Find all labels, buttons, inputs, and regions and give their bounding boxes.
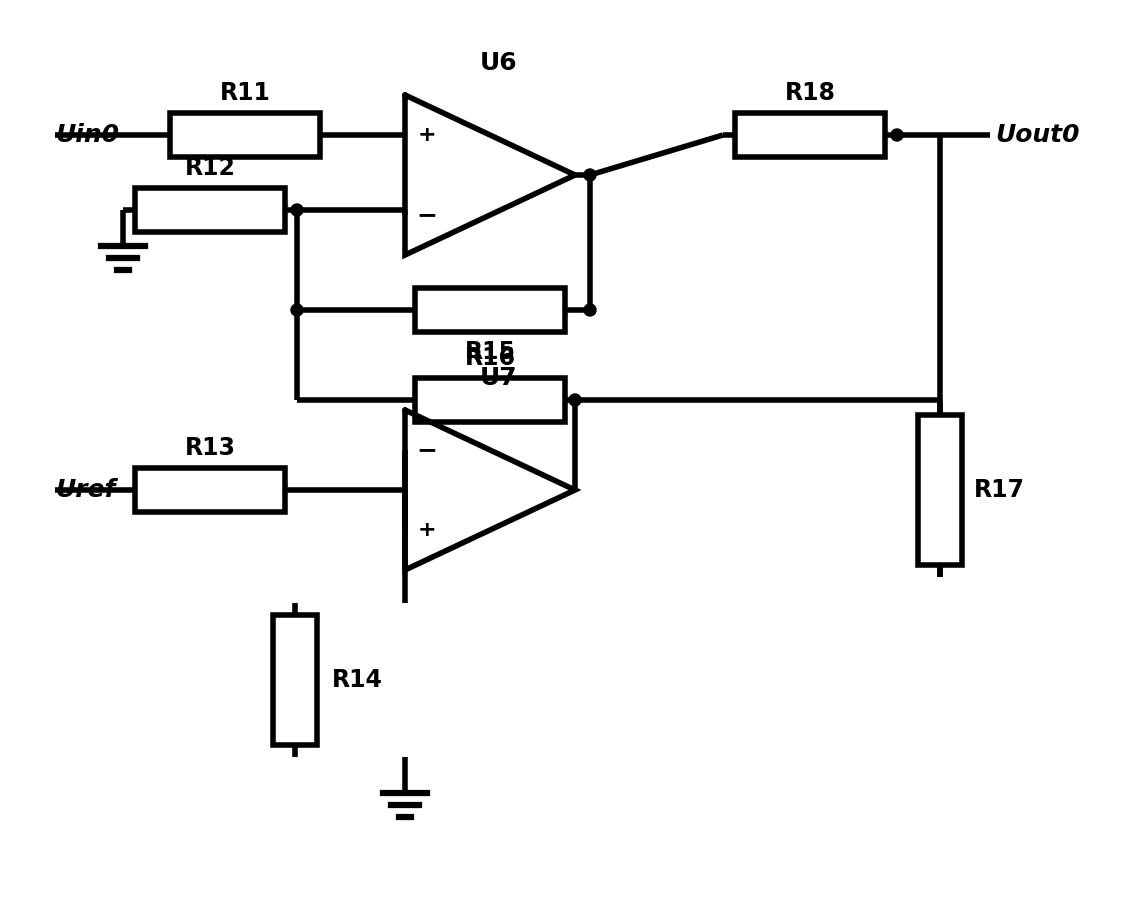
Text: R15: R15: [464, 340, 515, 364]
Bar: [735, 113, 885, 157]
Text: Uout0: Uout0: [995, 123, 1080, 147]
Text: R14: R14: [332, 668, 383, 692]
Text: −: −: [417, 438, 437, 462]
Circle shape: [291, 204, 303, 216]
Text: U6: U6: [480, 51, 517, 75]
Text: R17: R17: [974, 478, 1024, 502]
Bar: [135, 468, 285, 512]
Text: +: +: [418, 520, 436, 540]
Bar: [415, 288, 565, 332]
Bar: [135, 188, 285, 232]
Circle shape: [891, 129, 903, 141]
Text: U7: U7: [480, 366, 517, 390]
Bar: [415, 378, 565, 422]
Circle shape: [584, 304, 596, 316]
Bar: [919, 415, 962, 565]
Text: R13: R13: [185, 436, 236, 460]
Circle shape: [569, 394, 582, 406]
Text: R18: R18: [784, 81, 835, 105]
Text: Uin0: Uin0: [55, 123, 119, 147]
Text: Uref: Uref: [55, 478, 115, 502]
Circle shape: [584, 169, 596, 181]
Text: −: −: [417, 203, 437, 227]
Bar: [170, 113, 320, 157]
Text: +: +: [418, 125, 436, 145]
Text: R11: R11: [220, 81, 270, 105]
Text: R16: R16: [464, 346, 515, 370]
Circle shape: [291, 304, 303, 316]
Text: R12: R12: [185, 156, 236, 180]
Bar: [273, 615, 317, 745]
